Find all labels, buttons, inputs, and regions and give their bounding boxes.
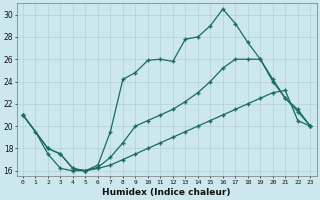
X-axis label: Humidex (Indice chaleur): Humidex (Indice chaleur): [102, 188, 231, 197]
